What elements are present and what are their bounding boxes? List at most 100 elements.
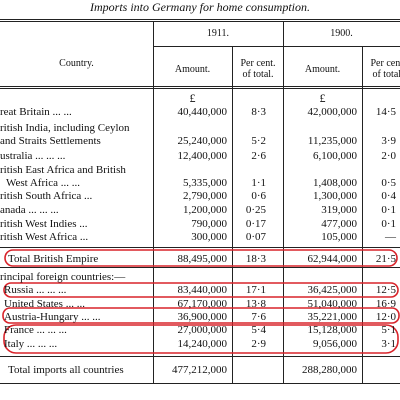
highlight [2, 307, 400, 324]
amount-cell: 51,040,000 [307, 298, 358, 310]
amount-cell: 9,056,000 [313, 338, 357, 350]
country: Austria-Hungary ... ... [4, 311, 101, 323]
percent-cell: 3·9 [381, 135, 396, 147]
percent-cell: 18·3 [245, 253, 266, 265]
amount-cell: 27,000,000 [177, 324, 228, 336]
header-country: Country. [59, 58, 94, 69]
rule [153, 46, 400, 47]
currency: £ [189, 91, 196, 105]
amount-cell: 1,300,000 [313, 190, 357, 202]
country: and Straits Settlements [0, 135, 101, 147]
amount-cell: 35,221,000 [307, 311, 358, 323]
country: Russia ... ... ... [4, 284, 67, 296]
rule [0, 356, 400, 357]
country: ritish India, including Ceylon [0, 122, 130, 134]
country: Total imports all countries [8, 364, 124, 376]
amount-cell: 319,000 [321, 204, 357, 216]
country: rincipal foreign countries:— [0, 271, 126, 283]
amount-cell: 1,408,000 [313, 177, 357, 189]
amount-cell: 477,000 [321, 218, 357, 230]
header-percent: Per cent. of total. [370, 58, 400, 80]
rule [0, 19, 400, 20]
amount-cell: 88,495,000 [177, 253, 228, 265]
amount-cell: 6,100,000 [313, 150, 357, 162]
country: reat Britain ... ... [0, 106, 72, 118]
percent-cell: 2·0 [381, 150, 396, 162]
highlight [3, 324, 399, 354]
amount-cell: 5,335,000 [183, 177, 227, 189]
percent-cell: 0·07 [245, 231, 266, 243]
country: ritish South Africa ... [0, 190, 93, 202]
amount-cell: 2,790,000 [183, 190, 227, 202]
percent-cell: 8·3 [251, 106, 266, 118]
amount-cell: 790,000 [191, 218, 227, 230]
amount-cell: 40,440,000 [177, 106, 228, 118]
amount-cell: 477,212,000 [172, 364, 227, 376]
header-year: 1911. [206, 28, 230, 39]
country: ritish West Africa ... [0, 231, 89, 243]
amount-cell: 288,280,000 [302, 364, 357, 376]
country: France ... ... ... [4, 324, 67, 336]
amount-cell: 36,425,000 [307, 284, 358, 296]
percent-cell: 5·1 [381, 324, 396, 336]
percent-cell: 2·9 [251, 338, 266, 350]
amount-cell: 36,900,000 [177, 311, 228, 323]
highlight [4, 249, 398, 267]
percent-cell: 13·8 [245, 298, 266, 310]
percent-cell: 0·1 [381, 204, 396, 216]
rule [0, 383, 400, 384]
amount-cell: 67,170,000 [177, 298, 228, 310]
amount-cell: 62,944,000 [307, 253, 358, 265]
amount-cell: 25,240,000 [177, 135, 228, 147]
amount-cell: 300,000 [191, 231, 227, 243]
percent-cell: 1·1 [251, 177, 266, 189]
percent-cell: 14·5 [375, 106, 396, 118]
amount-cell: 12,400,000 [177, 150, 228, 162]
currency: £ [319, 91, 326, 105]
header-amount: Amount. [174, 64, 211, 75]
percent-cell: — [385, 231, 396, 243]
title: Imports into Germany for home consumptio… [90, 0, 310, 14]
amount-cell: 15,128,000 [307, 324, 358, 336]
rule [0, 86, 400, 87]
percent-cell: 2·6 [251, 150, 266, 162]
percent-cell: 0·4 [381, 190, 396, 202]
rule [0, 88, 400, 89]
column-rule [362, 46, 363, 383]
country: ritish West Indies ... [0, 218, 88, 230]
column-rule [283, 21, 284, 383]
amount-cell: 11,235,000 [307, 135, 357, 147]
amount-cell: 42,000,000 [307, 106, 358, 118]
country: Italy ... ... ... [4, 338, 58, 350]
percent-cell: 0·5 [381, 177, 396, 189]
country: Total British Empire [8, 253, 99, 265]
percent-cell: 17·1 [245, 284, 266, 296]
column-rule [232, 46, 233, 383]
country: ritish East Africa and British [0, 164, 126, 176]
header-amount: Amount. [304, 64, 341, 75]
percent-cell: 7·6 [251, 311, 266, 323]
header-year: 1900. [330, 28, 353, 39]
percent-cell: 16·9 [375, 298, 396, 310]
rule [0, 21, 400, 22]
country: West Africa ... ... [6, 177, 80, 189]
amount-cell: 105,000 [321, 231, 357, 243]
country: United States ... ... [4, 298, 85, 310]
amount-cell: 14,240,000 [177, 338, 228, 350]
rule [0, 247, 400, 248]
highlight [3, 282, 399, 298]
percent-cell: 12·5 [375, 284, 396, 296]
header-percent: Per cent. of total. [240, 58, 276, 80]
column-rule [153, 21, 154, 383]
percent-cell: 0·6 [251, 190, 266, 202]
percent-cell: 12·0 [375, 311, 396, 323]
percent-cell: 0·25 [245, 204, 266, 216]
percent-cell: 0·17 [245, 218, 266, 230]
amount-cell: 83,440,000 [177, 284, 228, 296]
percent-cell: 5·2 [251, 135, 266, 147]
country: anada ... ... ... [0, 204, 59, 216]
rule [0, 267, 400, 268]
percent-cell: 21·5 [375, 253, 396, 265]
